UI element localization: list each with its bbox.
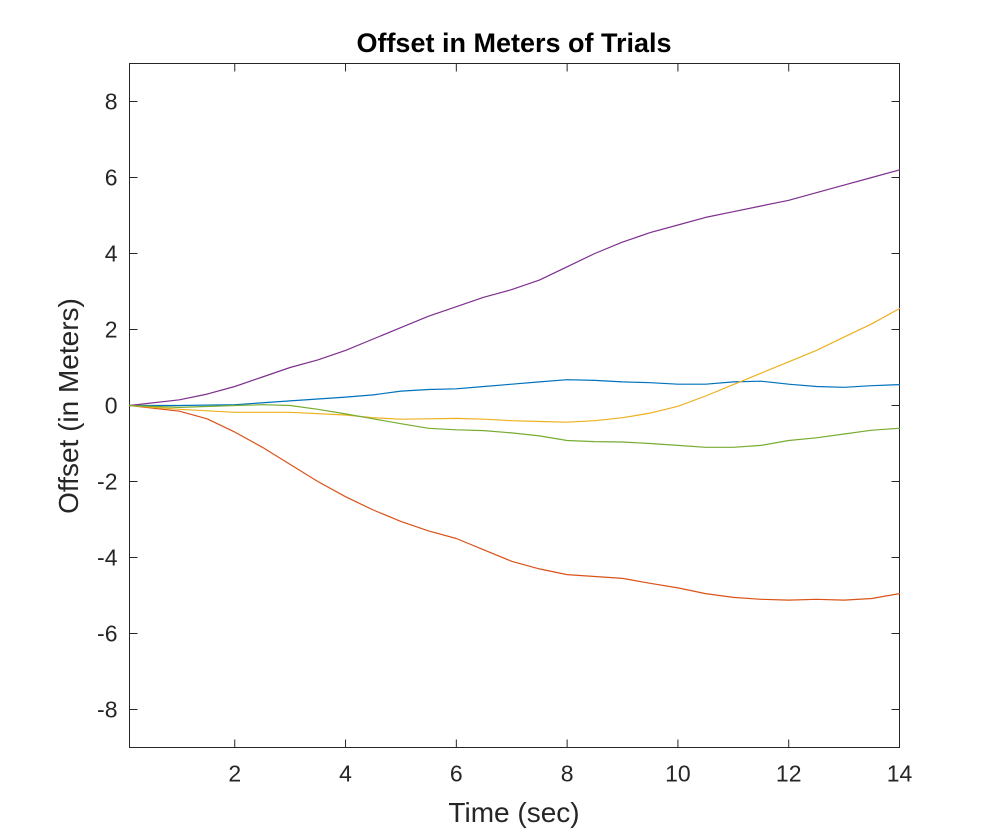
y-tick-label: 8 [105, 89, 118, 115]
x-axis: 2 4 6 8 10 12 14 [228, 63, 913, 787]
y-tick-label: -4 [97, 545, 118, 571]
y-tick-label: -2 [97, 469, 117, 495]
series-line-3 [128, 308, 901, 423]
x-tick-label: 8 [561, 761, 574, 787]
y-tick-label: 6 [105, 165, 118, 191]
x-axis-label: Time (sec) [448, 797, 579, 828]
x-tick-label: 6 [450, 761, 463, 787]
y-tick-label: -6 [97, 621, 117, 647]
series-line-5 [128, 404, 901, 448]
series-line-1 [128, 379, 901, 407]
x-tick-label: 4 [339, 761, 352, 787]
y-tick-label: 4 [105, 241, 118, 267]
series-line-2 [128, 404, 901, 601]
series-layer [128, 169, 901, 601]
y-axis: -8 -6 -4 -2 0 2 4 6 8 [97, 89, 900, 723]
y-tick-label: -8 [97, 697, 117, 723]
y-tick-label: 0 [105, 393, 118, 419]
y-tick-label: 2 [105, 317, 118, 343]
chart-title: Offset in Meters of Trials [356, 28, 671, 58]
x-tick-label: 14 [887, 761, 913, 787]
y-axis-label: Offset (in Meters) [53, 298, 84, 514]
x-tick-label: 2 [228, 761, 241, 787]
x-tick-label: 10 [665, 761, 691, 787]
x-tick-label: 12 [776, 761, 802, 787]
series-line-4 [128, 169, 901, 407]
